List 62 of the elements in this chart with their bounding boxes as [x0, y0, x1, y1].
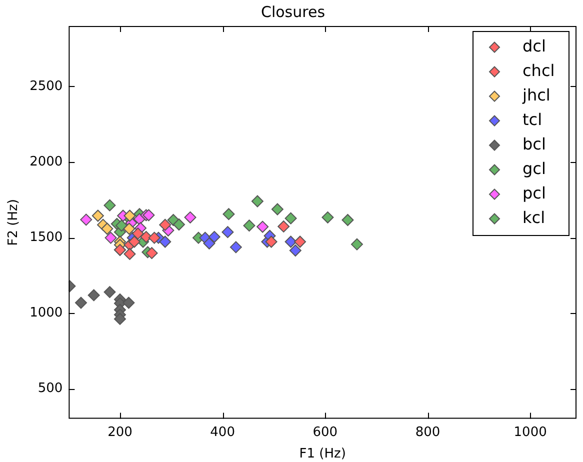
point [104, 232, 117, 244]
point [251, 195, 264, 208]
point [74, 296, 87, 309]
point [342, 214, 354, 226]
x-tick-label: 200 [108, 424, 132, 440]
point [124, 210, 136, 222]
chart-title: Closures [260, 2, 326, 21]
point [116, 220, 128, 232]
y-tick-label: 1000 [30, 305, 63, 320]
point [146, 247, 158, 260]
y-tick-label: 2000 [30, 154, 63, 170]
point [265, 236, 278, 248]
y-tick-label: 500 [38, 380, 63, 396]
x-tick-label: 400 [210, 424, 235, 440]
y-axis-title: F2 (Hz) [6, 199, 22, 246]
point [88, 289, 100, 302]
x-axis-title: F1 (Hz) [299, 446, 346, 462]
legend-label: kcl [522, 208, 546, 227]
point [294, 236, 306, 248]
legend-label: gcl [522, 158, 546, 178]
point [289, 244, 302, 256]
point [101, 222, 114, 235]
point [159, 236, 172, 248]
y-tick-label: 2500 [30, 78, 63, 94]
point [203, 237, 216, 250]
point [243, 220, 256, 232]
legend-label: dcl [522, 36, 546, 56]
point [104, 286, 116, 298]
point [123, 222, 136, 235]
point [159, 218, 172, 231]
point [132, 228, 144, 240]
x-tick-label: 1000 [514, 424, 547, 440]
legend-label: jhcl [522, 85, 550, 104]
point [208, 230, 220, 243]
point [148, 232, 160, 244]
point [284, 212, 297, 224]
x-tick-label: 800 [415, 424, 440, 440]
point [124, 248, 136, 260]
point [322, 211, 334, 224]
x-tick-label: 600 [312, 424, 338, 440]
point [142, 209, 155, 222]
legend-label: bcl [522, 134, 546, 154]
point [128, 236, 140, 248]
point [271, 203, 284, 216]
legend-label: chcl [522, 60, 555, 80]
point [230, 241, 242, 254]
point [350, 238, 363, 250]
point [172, 218, 185, 231]
point [284, 236, 297, 248]
legend-label: tcl [522, 110, 542, 129]
point [80, 214, 92, 226]
point [92, 210, 104, 222]
point [256, 220, 269, 233]
point [122, 296, 135, 309]
point [222, 226, 234, 238]
legend-label: pcl [522, 183, 546, 202]
point [278, 220, 290, 232]
point [222, 208, 235, 220]
point [104, 199, 116, 212]
y-tick-label: 1500 [30, 230, 63, 245]
point [114, 312, 126, 325]
point [184, 211, 196, 224]
